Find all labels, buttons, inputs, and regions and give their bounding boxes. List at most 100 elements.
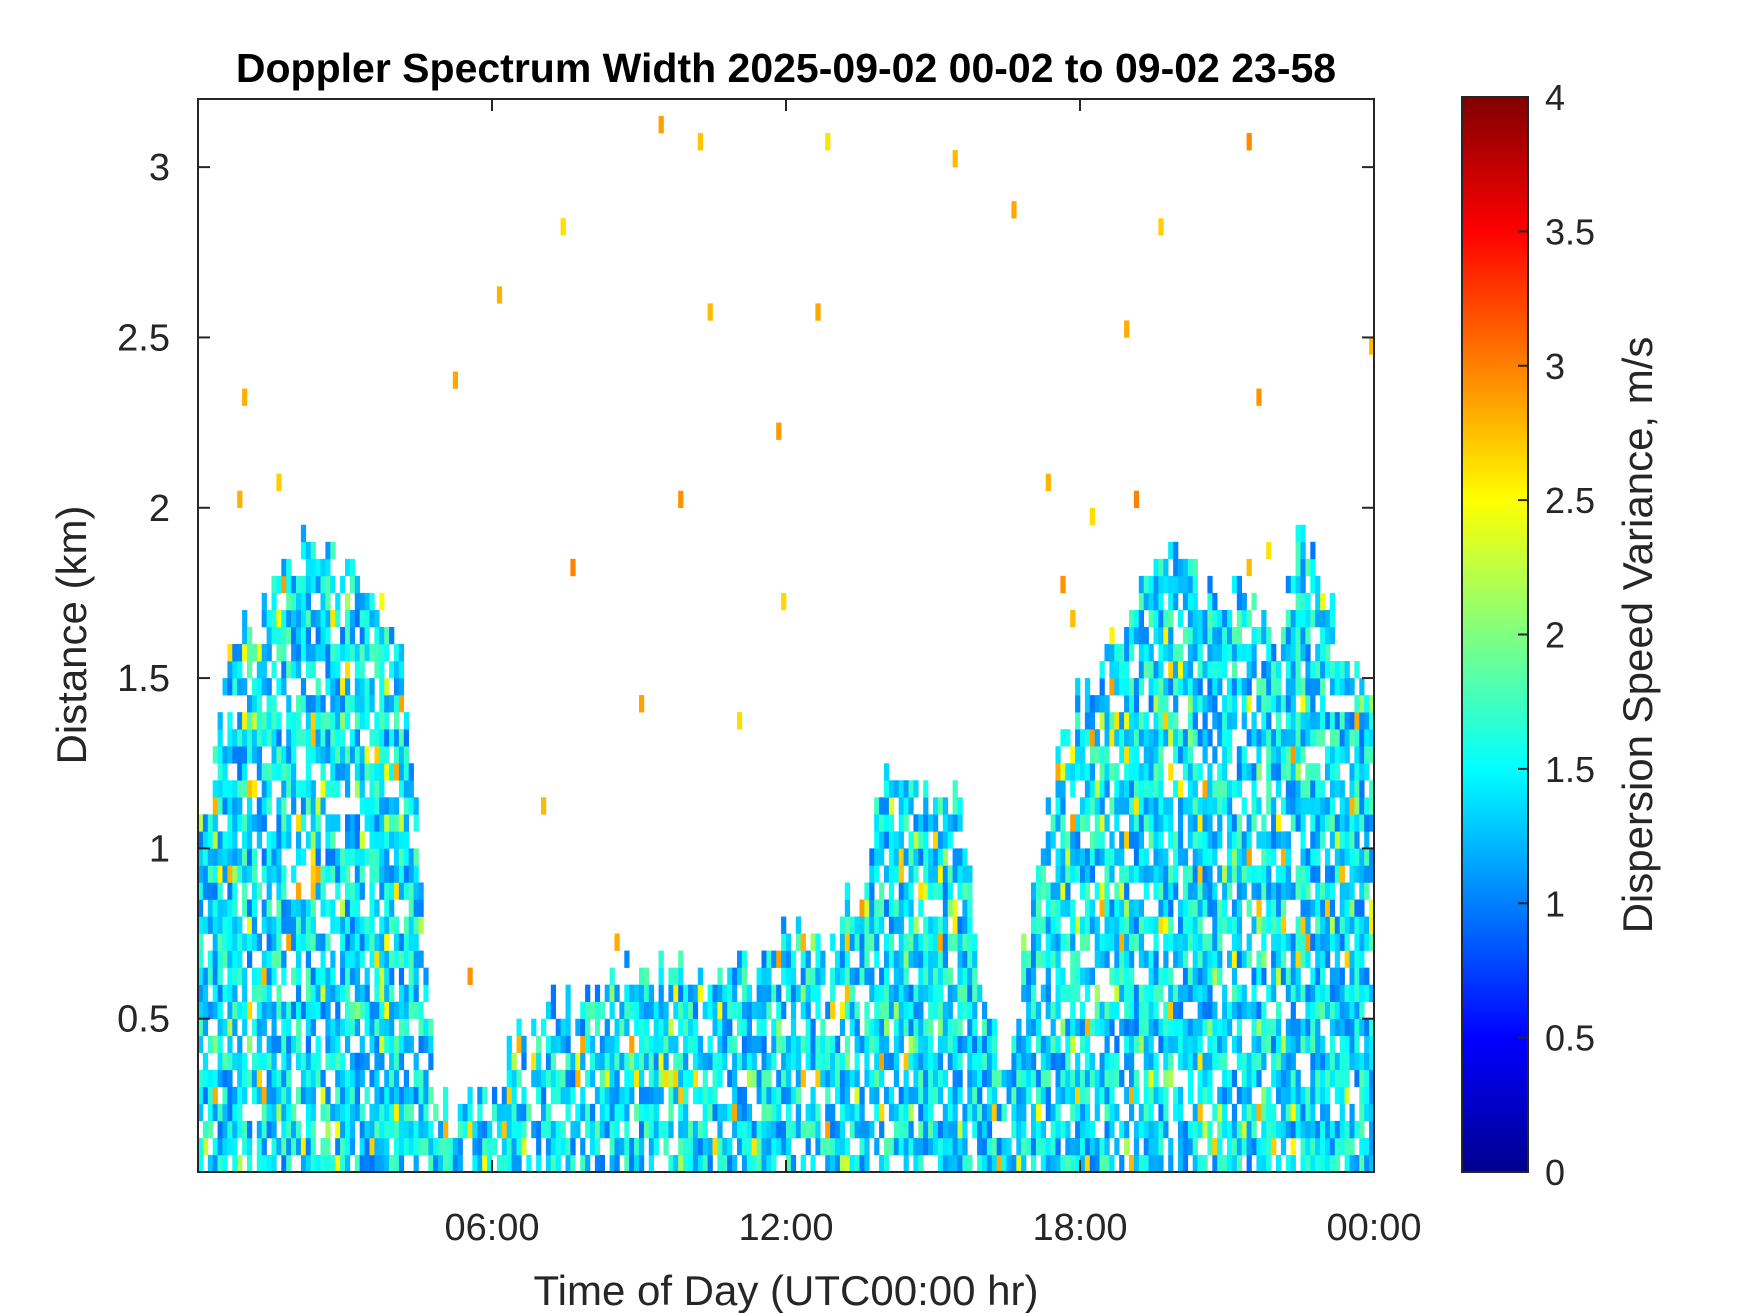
heatmap-cell [305, 1154, 311, 1172]
heatmap-cell [359, 1001, 365, 1020]
heatmap-cell [884, 950, 890, 968]
heatmap-cell [1251, 1052, 1257, 1071]
heatmap-cell [1060, 1052, 1066, 1071]
heatmap-cell [570, 558, 576, 577]
heatmap-cell [1163, 1103, 1169, 1122]
heatmap-cell [305, 967, 311, 985]
heatmap-cell [1031, 1120, 1037, 1139]
heatmap-cell [492, 1086, 498, 1105]
heatmap-cell [653, 1052, 659, 1071]
heatmap-cell [1276, 1120, 1282, 1139]
heatmap-cell [345, 933, 351, 951]
heatmap-cell [300, 797, 307, 815]
heatmap-cell [1276, 712, 1282, 730]
heatmap-cell [394, 848, 400, 866]
heatmap-cell [1320, 1103, 1326, 1122]
heatmap-cell [1133, 916, 1140, 934]
heatmap-cell [325, 644, 331, 662]
heatmap-cell [379, 916, 385, 934]
heatmap-cell [364, 1137, 370, 1156]
heatmap-cell [1182, 899, 1189, 917]
heatmap-cell [1153, 848, 1159, 866]
heatmap-cell [1344, 797, 1350, 815]
heatmap-cell [202, 1086, 209, 1105]
heatmap-cell [428, 1154, 434, 1172]
heatmap-cell [874, 1086, 880, 1105]
heatmap-cell [844, 933, 850, 951]
heatmap-cell [1202, 780, 1208, 798]
heatmap-cell [1035, 933, 1042, 951]
heatmap-cell [1369, 899, 1374, 917]
heatmap-cell [1129, 899, 1135, 917]
heatmap-cell [261, 1086, 267, 1105]
heatmap-cell [991, 1018, 997, 1037]
heatmap-cell [1158, 712, 1164, 730]
heatmap-cell [898, 984, 904, 1002]
heatmap-cell [1158, 1018, 1164, 1037]
heatmap-cell [354, 865, 360, 883]
heatmap-cell [330, 575, 336, 594]
heatmap-cell [874, 1103, 880, 1122]
heatmap-cell [1182, 933, 1189, 951]
heatmap-cell [320, 1103, 326, 1122]
heatmap-cell [222, 916, 228, 934]
heatmap-cell [1271, 1137, 1277, 1156]
heatmap-cell [1163, 950, 1169, 968]
heatmap-cell [599, 1154, 605, 1172]
heatmap-cell [928, 1052, 934, 1071]
heatmap-cell [384, 814, 390, 832]
heatmap-cell [1075, 831, 1081, 849]
heatmap-cell [359, 1052, 365, 1071]
heatmap-cell [604, 1120, 610, 1139]
heatmap-cell [844, 1035, 850, 1054]
heatmap-cell [678, 967, 684, 985]
heatmap-cell [1349, 1052, 1355, 1071]
heatmap-cell [1075, 712, 1081, 730]
heatmap-cell [1173, 984, 1179, 1002]
heatmap-cell [1202, 814, 1208, 832]
heatmap-cell [232, 1018, 238, 1037]
heatmap-cell [1119, 865, 1125, 883]
heatmap-cell [614, 1035, 620, 1054]
heatmap-cell [1158, 558, 1164, 577]
heatmap-cell [737, 1086, 743, 1105]
heatmap-cell [418, 1103, 424, 1122]
heatmap-cell [276, 763, 282, 781]
heatmap-cell [1065, 1052, 1071, 1071]
heatmap-cell [1241, 1120, 1247, 1139]
heatmap-cell [1231, 661, 1238, 679]
heatmap-cell [330, 541, 336, 560]
heatmap-cell [1124, 865, 1130, 883]
heatmap-cell [947, 1052, 953, 1071]
heatmap-cell [1109, 763, 1115, 781]
heatmap-cell [1084, 1069, 1091, 1088]
heatmap-cell [1320, 609, 1326, 628]
heatmap-cell [305, 592, 311, 611]
heatmap-cell [237, 1001, 243, 1020]
heatmap-cell [986, 1137, 993, 1156]
heatmap-cell [977, 1069, 983, 1088]
heatmap-cell [256, 1086, 262, 1105]
heatmap-cell [1285, 865, 1291, 883]
heatmap-cell [1153, 814, 1159, 832]
heatmap-cell [286, 626, 292, 645]
heatmap-cell [761, 1120, 767, 1139]
heatmap-cell [957, 797, 963, 815]
heatmap-cell [237, 797, 243, 815]
heatmap-cell [291, 575, 297, 594]
heatmap-cell [217, 1001, 223, 1020]
heatmap-cell [1329, 984, 1336, 1002]
heatmap-cell [697, 1052, 703, 1071]
heatmap-cell [330, 609, 336, 628]
heatmap-cell [1202, 967, 1208, 985]
heatmap-cell [668, 1035, 674, 1054]
heatmap-cell [261, 592, 267, 611]
heatmap-cell [947, 1086, 953, 1105]
heatmap-cell [1364, 695, 1370, 713]
heatmap-cell [972, 1001, 978, 1020]
heatmap-cell [413, 865, 419, 883]
heatmap-cell [433, 1137, 439, 1156]
heatmap-cell [1163, 678, 1169, 696]
heatmap-cell [1266, 1018, 1272, 1037]
heatmap-cell [903, 780, 909, 798]
